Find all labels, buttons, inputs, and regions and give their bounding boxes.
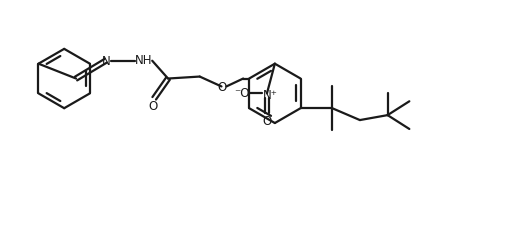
Text: N⁺: N⁺ [263,89,277,102]
Text: ⁻O: ⁻O [234,87,250,100]
Text: NH: NH [134,54,152,67]
Text: O: O [148,100,158,113]
Text: N: N [102,55,111,68]
Text: O: O [218,81,227,94]
Text: O: O [262,115,271,128]
